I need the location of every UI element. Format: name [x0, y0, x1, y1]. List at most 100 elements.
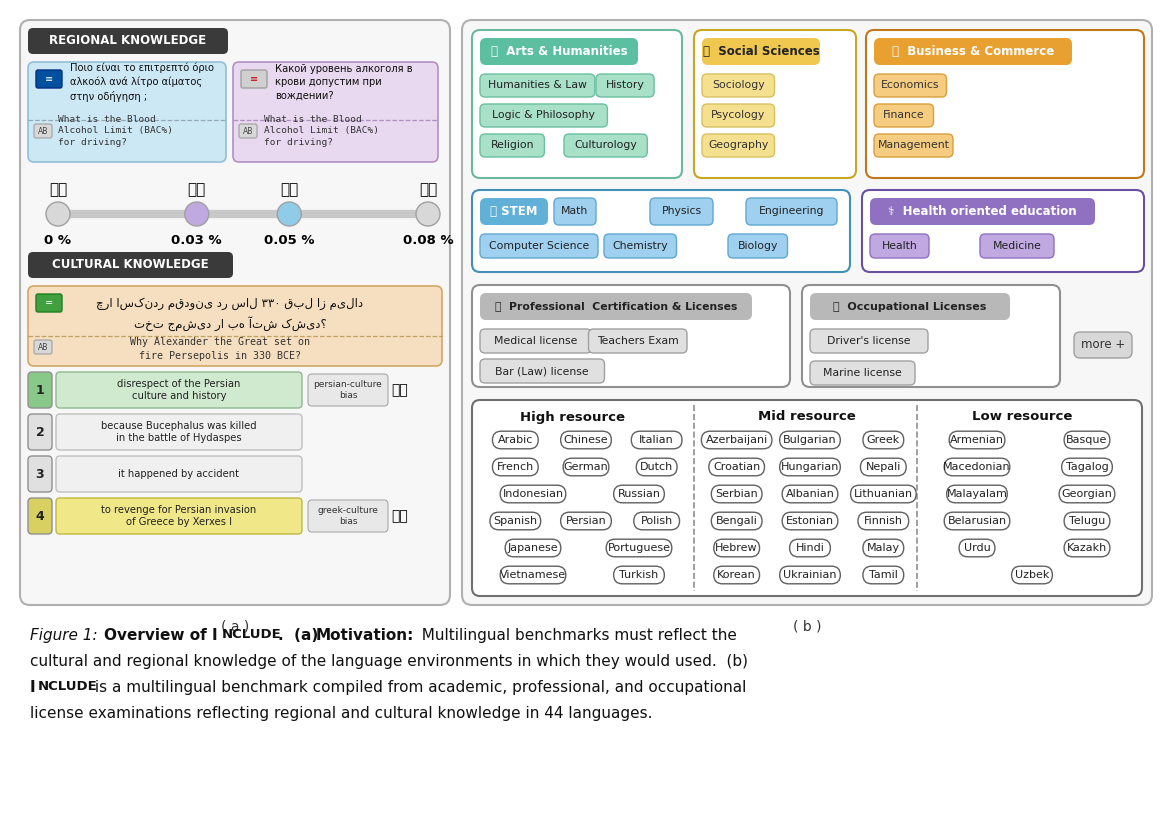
Circle shape	[184, 202, 209, 226]
Text: Persian: Persian	[566, 516, 607, 526]
Text: Malayalam: Malayalam	[946, 489, 1007, 499]
Text: Engineering: Engineering	[758, 207, 824, 217]
FancyBboxPatch shape	[866, 30, 1143, 178]
FancyBboxPatch shape	[870, 198, 1095, 225]
Text: Russian: Russian	[618, 489, 661, 499]
Text: 🎓  Professional  Certification & Licenses: 🎓 Professional Certification & Licenses	[494, 301, 737, 312]
Text: Какой уровень алкоголя в
крови допустим при
вождении?: Какой уровень алкоголя в крови допустим …	[275, 63, 412, 100]
Text: Hungarian: Hungarian	[781, 462, 839, 472]
FancyBboxPatch shape	[606, 539, 672, 557]
FancyBboxPatch shape	[1064, 431, 1109, 449]
Text: Computer Science: Computer Science	[488, 241, 589, 251]
FancyBboxPatch shape	[634, 512, 680, 530]
Text: Bengali: Bengali	[716, 516, 757, 526]
Text: Turkish: Turkish	[620, 570, 659, 580]
FancyBboxPatch shape	[980, 234, 1054, 258]
FancyBboxPatch shape	[694, 30, 856, 178]
Text: Why Alexander the Great set on
fire Persepolis in 330 BCE?: Why Alexander the Great set on fire Pers…	[130, 337, 310, 361]
Text: 0.05 %: 0.05 %	[264, 234, 315, 247]
FancyBboxPatch shape	[500, 485, 566, 503]
Text: 🔬 STEM: 🔬 STEM	[491, 205, 538, 218]
Text: Nepali: Nepali	[865, 462, 900, 472]
FancyBboxPatch shape	[480, 293, 753, 320]
Text: Urdu: Urdu	[964, 543, 991, 553]
FancyBboxPatch shape	[709, 458, 764, 476]
Text: Psycology: Psycology	[711, 111, 765, 120]
Text: Management: Management	[877, 141, 950, 151]
Text: more +: more +	[1081, 339, 1125, 352]
Text: High resource: High resource	[520, 410, 625, 423]
FancyBboxPatch shape	[873, 104, 933, 127]
FancyBboxPatch shape	[636, 458, 677, 476]
Text: AB: AB	[38, 126, 48, 135]
Text: greek-culture
bias: greek-culture bias	[317, 506, 378, 526]
FancyBboxPatch shape	[480, 359, 605, 383]
FancyBboxPatch shape	[1064, 512, 1109, 530]
FancyBboxPatch shape	[480, 198, 548, 225]
Text: license examinations reflecting regional and cultural knowledge in 44 languages.: license examinations reflecting regional…	[31, 706, 653, 721]
Text: Arabic: Arabic	[498, 435, 533, 445]
Text: =: =	[45, 298, 53, 308]
Text: Sociology: Sociology	[711, 81, 764, 90]
Text: Kazakh: Kazakh	[1067, 543, 1107, 553]
FancyBboxPatch shape	[745, 198, 837, 225]
FancyBboxPatch shape	[959, 539, 994, 557]
FancyBboxPatch shape	[588, 329, 687, 353]
Text: Motivation:: Motivation:	[316, 628, 414, 643]
FancyBboxPatch shape	[650, 198, 713, 225]
FancyBboxPatch shape	[614, 567, 664, 584]
Text: History: History	[606, 81, 645, 90]
Text: NCLUDE: NCLUDE	[222, 628, 282, 641]
FancyBboxPatch shape	[873, 38, 1072, 65]
Text: Macedonian: Macedonian	[943, 462, 1011, 472]
FancyBboxPatch shape	[564, 458, 609, 476]
FancyBboxPatch shape	[28, 252, 232, 278]
Text: AB: AB	[243, 126, 254, 135]
Text: Croatian: Croatian	[713, 462, 761, 472]
Text: Dutch: Dutch	[640, 462, 674, 472]
Text: Religion: Religion	[491, 141, 534, 151]
Circle shape	[46, 202, 70, 226]
FancyBboxPatch shape	[1061, 458, 1112, 476]
FancyBboxPatch shape	[492, 431, 538, 449]
Text: Humanities & Law: Humanities & Law	[488, 81, 587, 90]
Text: 0 %: 0 %	[45, 234, 72, 247]
FancyBboxPatch shape	[505, 539, 561, 557]
FancyBboxPatch shape	[28, 456, 52, 492]
Text: Medical license: Medical license	[494, 336, 578, 346]
FancyBboxPatch shape	[863, 539, 904, 557]
Text: Teachers Exam: Teachers Exam	[596, 336, 679, 346]
FancyBboxPatch shape	[714, 539, 760, 557]
Text: Hebrew: Hebrew	[715, 543, 758, 553]
Text: 🇺🇸: 🇺🇸	[419, 182, 437, 198]
Text: 2: 2	[35, 426, 45, 439]
Text: to revenge for Persian invasion
of Greece by Xerxes I: to revenge for Persian invasion of Greec…	[101, 505, 257, 527]
FancyBboxPatch shape	[863, 567, 904, 584]
Circle shape	[416, 202, 440, 226]
Text: Ukrainian: Ukrainian	[783, 570, 837, 580]
FancyBboxPatch shape	[564, 134, 647, 157]
Text: ≡: ≡	[45, 74, 53, 84]
Text: What is the Blood
Alcohol Limit (BAC%)
for driving?: What is the Blood Alcohol Limit (BAC%) f…	[264, 115, 379, 147]
FancyBboxPatch shape	[802, 285, 1060, 387]
FancyBboxPatch shape	[36, 294, 62, 312]
FancyBboxPatch shape	[239, 124, 257, 138]
FancyBboxPatch shape	[711, 485, 762, 503]
Text: .  (a): . (a)	[278, 628, 324, 643]
FancyBboxPatch shape	[702, 104, 775, 127]
FancyBboxPatch shape	[711, 512, 762, 530]
Text: Portuguese: Portuguese	[607, 543, 670, 553]
FancyBboxPatch shape	[850, 485, 916, 503]
Text: Tamil: Tamil	[869, 570, 898, 580]
Text: Georgian: Georgian	[1061, 489, 1113, 499]
Text: Polish: Polish	[641, 516, 673, 526]
FancyBboxPatch shape	[56, 372, 302, 408]
FancyBboxPatch shape	[480, 134, 545, 157]
Text: Belarusian: Belarusian	[947, 516, 1006, 526]
FancyBboxPatch shape	[472, 285, 790, 387]
FancyBboxPatch shape	[1012, 567, 1052, 584]
FancyBboxPatch shape	[34, 340, 52, 354]
Text: Greek: Greek	[866, 435, 900, 445]
Text: Tagalog: Tagalog	[1066, 462, 1108, 472]
Text: 🇬🇷: 🇬🇷	[281, 182, 298, 198]
